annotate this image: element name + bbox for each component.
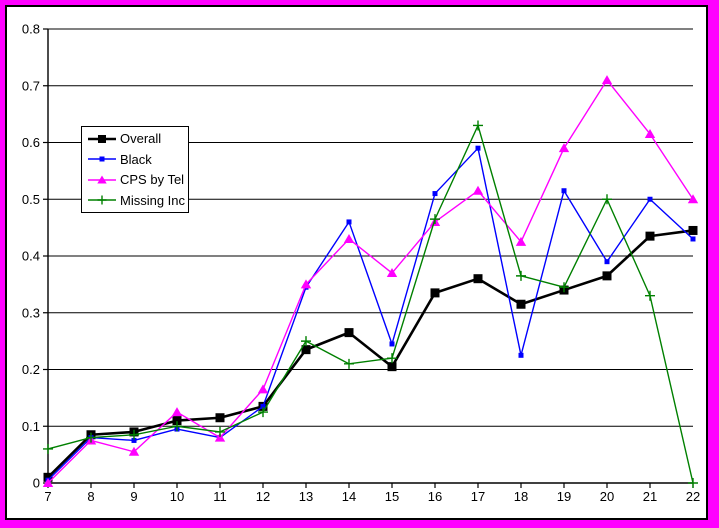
data-point-marker — [601, 75, 613, 85]
data-point-marker — [687, 194, 699, 204]
legend-entry-black: Black — [86, 149, 188, 169]
series-line-overall — [46, 229, 695, 479]
data-point-marker — [301, 336, 311, 347]
data-point-marker — [386, 268, 398, 278]
x-tick-label: 7 — [44, 489, 51, 504]
data-point-marker — [128, 446, 140, 456]
series-line-black — [47, 147, 694, 481]
y-tick-label: 0.2 — [22, 362, 40, 377]
data-point-marker — [215, 426, 225, 437]
y-tick-label: 0.6 — [22, 135, 40, 150]
data-point-marker — [389, 341, 395, 347]
data-point-marker — [42, 478, 54, 487]
x-tick-label: 10 — [170, 489, 184, 504]
data-point-marker — [561, 188, 567, 194]
data-point-marker — [515, 236, 527, 246]
legend-label-overall: Overall — [120, 131, 162, 147]
y-tick-label: 0.3 — [22, 305, 40, 320]
data-point-marker — [688, 225, 698, 235]
cps-by-tel-series-marker-icon — [88, 175, 116, 184]
data-point-marker — [301, 345, 311, 355]
data-point-marker — [344, 328, 354, 338]
data-point-marker — [387, 362, 397, 372]
data-point-marker — [472, 185, 484, 195]
x-tick-label: 16 — [428, 489, 442, 504]
y-tick-label: 0.4 — [22, 249, 40, 264]
data-point-marker — [258, 407, 268, 418]
data-point-marker — [214, 432, 226, 442]
y-tick-label: 0.7 — [22, 78, 40, 93]
data-point-marker — [645, 231, 655, 241]
data-point-marker — [473, 274, 483, 284]
x-tick-label: 18 — [514, 489, 528, 504]
data-point-marker — [688, 478, 698, 488]
data-point-marker — [559, 282, 569, 293]
data-point-marker — [473, 120, 483, 131]
data-point-marker — [257, 384, 269, 394]
data-point-marker — [86, 432, 96, 443]
x-tick-label: 17 — [471, 489, 485, 504]
data-point-marker — [602, 194, 612, 205]
data-point-marker — [690, 236, 696, 242]
x-tick-label: 22 — [686, 489, 700, 504]
data-point-marker — [43, 443, 53, 454]
data-point-marker — [475, 145, 481, 151]
y-tick-label: 0.5 — [22, 192, 40, 207]
legend-label-cps-by-tel: CPS by Tel — [120, 172, 185, 188]
series-line-cps-by-tel — [47, 79, 694, 484]
x-tick-label: 13 — [299, 489, 313, 504]
data-point-marker — [346, 219, 352, 225]
data-point-marker — [300, 279, 312, 289]
y-tick-label: 0 — [33, 476, 40, 491]
data-point-marker — [518, 352, 524, 358]
chart-background — [5, 5, 708, 520]
legend-label-missing-inc: Missing Inc — [120, 192, 186, 208]
data-point-marker — [645, 290, 655, 301]
x-tick-label: 9 — [130, 489, 137, 504]
x-tick-label: 15 — [385, 489, 399, 504]
data-point-marker — [43, 472, 53, 482]
data-point-marker — [387, 353, 397, 364]
data-point-marker — [602, 271, 612, 281]
data-point-marker — [129, 429, 139, 440]
legend-entry-missing-inc: Missing Inc — [86, 190, 188, 210]
x-tick-label: 21 — [643, 489, 657, 504]
missing-inc-series-marker-icon — [88, 195, 116, 205]
data-point-marker — [516, 299, 526, 309]
data-point-marker — [430, 288, 440, 298]
data-point-marker — [172, 416, 182, 426]
series-line-missing-inc — [47, 124, 694, 484]
data-point-marker — [172, 421, 182, 432]
data-point-marker — [131, 437, 137, 443]
y-tick-label: 0.1 — [22, 419, 40, 434]
x-tick-label: 14 — [342, 489, 356, 504]
data-point-marker — [432, 191, 438, 197]
overall-series-marker-icon — [88, 134, 116, 143]
data-point-marker — [516, 270, 526, 281]
data-point-marker — [644, 128, 656, 138]
data-point-marker — [558, 143, 570, 153]
legend-entry-overall: Overall — [86, 129, 188, 149]
data-point-marker — [647, 196, 653, 202]
legend-entry-cps-by-tel: CPS by Tel — [86, 170, 188, 190]
data-point-marker — [604, 259, 610, 265]
data-point-marker — [215, 413, 225, 423]
data-point-marker — [343, 233, 355, 243]
x-tick-label: 8 — [87, 489, 94, 504]
legend: Overall Black CPS by Tel Missing Inc — [81, 126, 189, 213]
data-point-marker — [260, 403, 266, 409]
black-series-marker-icon — [88, 156, 116, 162]
x-tick-label: 19 — [557, 489, 571, 504]
data-point-marker — [171, 407, 183, 417]
x-tick-label: 20 — [600, 489, 614, 504]
data-point-marker — [344, 358, 354, 369]
x-tick-label: 11 — [213, 489, 227, 504]
data-point-marker — [430, 214, 440, 225]
y-tick-label: 0.8 — [22, 22, 40, 37]
legend-label-black: Black — [120, 151, 152, 167]
x-tick-label: 12 — [256, 489, 270, 504]
